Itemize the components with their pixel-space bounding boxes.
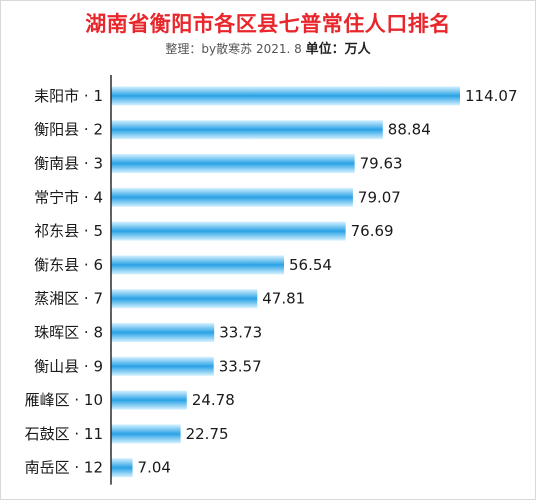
- value-label: 79.63: [360, 155, 403, 173]
- bar: [111, 424, 181, 444]
- value-label: 33.73: [219, 324, 262, 342]
- category-label: 耒阳市 · 1: [34, 87, 103, 105]
- value-label: 22.75: [186, 425, 229, 443]
- bar: [111, 120, 383, 140]
- bar: [111, 356, 214, 376]
- chart-title: 湖南省衡阳市各区县七普常住人口排名: [85, 12, 451, 36]
- category-label: 衡东县 · 6: [34, 256, 103, 274]
- bar: [111, 390, 187, 410]
- category-label: 衡阳县 · 2: [34, 121, 103, 139]
- value-label: 56.54: [289, 256, 332, 274]
- category-label: 雁峰区 · 10: [25, 391, 103, 409]
- subtitle-source: 整理：by散寒苏 2021. 8: [165, 42, 302, 56]
- bar: [111, 221, 346, 241]
- value-label: 33.57: [219, 357, 262, 375]
- category-label: 蒸湘区 · 7: [34, 290, 103, 308]
- bar: [111, 458, 133, 478]
- bar: [111, 187, 353, 207]
- category-label: 衡南县 · 3: [34, 155, 103, 173]
- value-label: 79.07: [358, 188, 401, 206]
- bar: [111, 154, 355, 173]
- bar: [111, 86, 460, 106]
- category-label: 常宁市 · 4: [34, 188, 103, 206]
- value-label: 76.69: [351, 222, 394, 240]
- value-label: 114.07: [465, 87, 518, 105]
- category-label: 衡山县 · 9: [34, 357, 103, 375]
- chart-subtitle: 整理：by散寒苏 2021. 8 单位：万人: [0, 38, 536, 57]
- value-label: 7.04: [138, 459, 171, 477]
- category-label: 石鼓区 · 11: [25, 425, 103, 443]
- bars-layer: 耒阳市 · 1 114.07 衡阳县 · 2 88.84 衡南县 · 3 79.63 常宁市…: [25, 86, 518, 478]
- bar: [111, 289, 258, 309]
- value-label: 24.78: [192, 391, 235, 409]
- category-label: 珠晖区 · 8: [34, 324, 103, 342]
- bar: [111, 255, 284, 275]
- subtitle-unit: 单位：万人: [305, 42, 371, 57]
- value-label: 47.81: [262, 290, 305, 308]
- category-label: 南岳区 · 12: [25, 459, 103, 477]
- value-label: 88.84: [388, 121, 431, 139]
- category-label: 祁东县 · 5: [34, 222, 103, 240]
- bar: [111, 323, 215, 342]
